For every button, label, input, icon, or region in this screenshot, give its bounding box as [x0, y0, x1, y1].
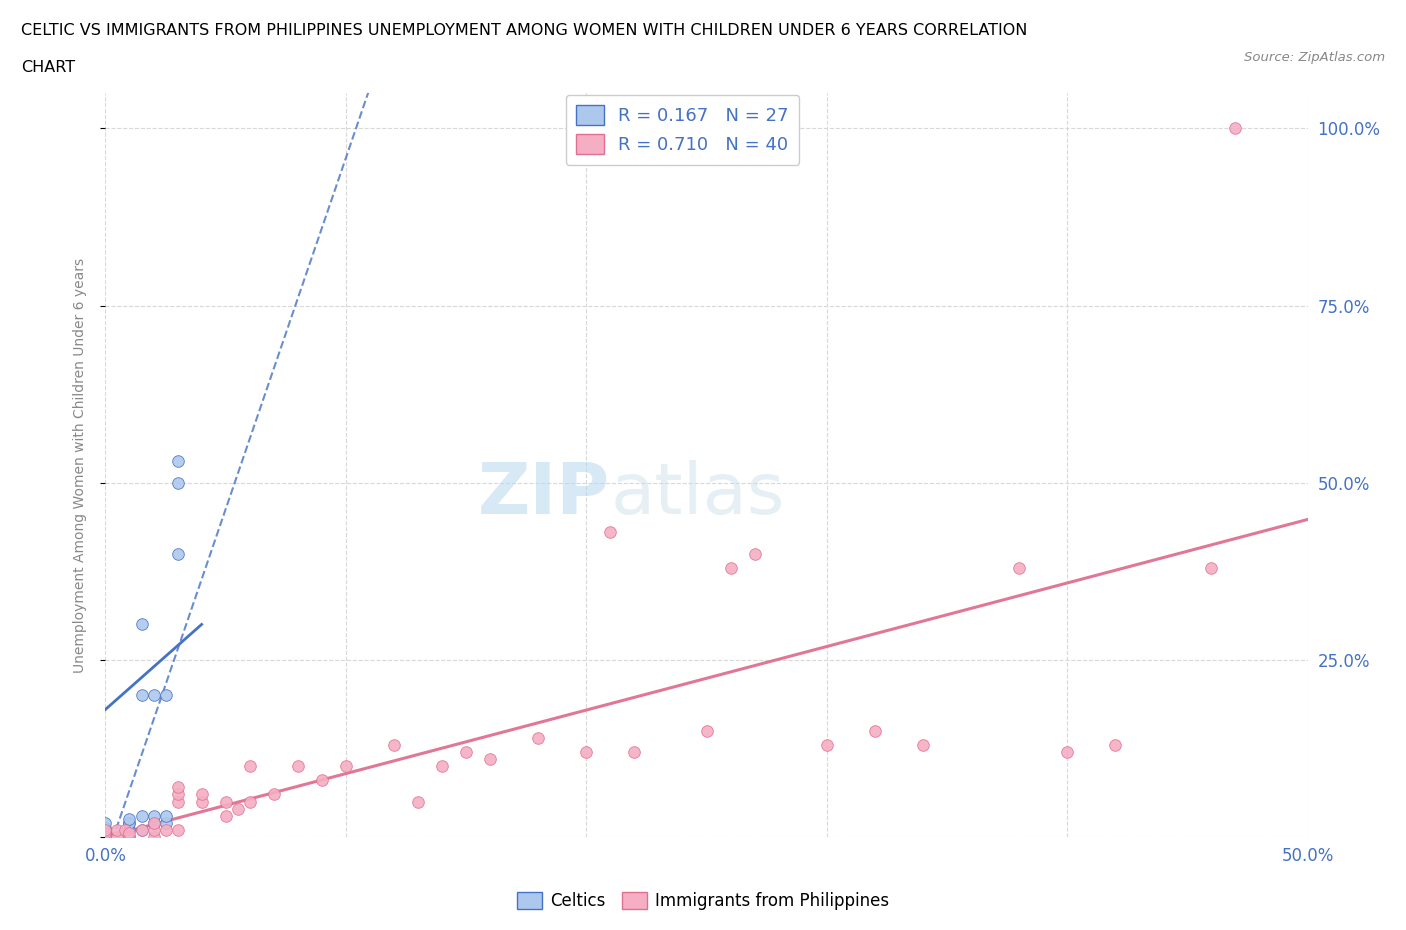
- Point: [911, 737, 934, 752]
- Point: [142, 822, 165, 837]
- Point: [94, 826, 117, 841]
- Point: [118, 830, 141, 844]
- Point: [166, 454, 188, 469]
- Point: [214, 808, 236, 823]
- Point: [107, 830, 129, 844]
- Text: CHART: CHART: [21, 60, 75, 75]
- Legend: Celtics, Immigrants from Philippines: Celtics, Immigrants from Philippines: [510, 885, 896, 917]
- Point: [131, 688, 153, 703]
- Point: [94, 816, 117, 830]
- Point: [1056, 745, 1078, 760]
- Text: ZIP: ZIP: [478, 460, 610, 529]
- Point: [155, 816, 177, 830]
- Point: [94, 824, 117, 839]
- Point: [1225, 121, 1247, 136]
- Point: [94, 830, 117, 844]
- Point: [479, 751, 502, 766]
- Point: [94, 830, 117, 844]
- Point: [142, 816, 165, 830]
- Point: [118, 816, 141, 830]
- Point: [287, 759, 309, 774]
- Text: Source: ZipAtlas.com: Source: ZipAtlas.com: [1244, 51, 1385, 64]
- Point: [214, 794, 236, 809]
- Point: [118, 822, 141, 837]
- Point: [1104, 737, 1126, 752]
- Point: [263, 787, 285, 802]
- Point: [94, 826, 117, 841]
- Point: [720, 560, 742, 575]
- Point: [94, 822, 117, 837]
- Point: [575, 745, 598, 760]
- Point: [406, 794, 429, 809]
- Point: [131, 808, 153, 823]
- Point: [430, 759, 453, 774]
- Point: [311, 773, 333, 788]
- Point: [155, 808, 177, 823]
- Point: [94, 830, 117, 844]
- Point: [118, 830, 141, 844]
- Point: [142, 816, 165, 830]
- Point: [142, 808, 165, 823]
- Point: [142, 688, 165, 703]
- Point: [131, 822, 153, 837]
- Point: [696, 724, 718, 738]
- Text: atlas: atlas: [610, 460, 785, 529]
- Point: [166, 780, 188, 795]
- Point: [131, 617, 153, 631]
- Point: [815, 737, 838, 752]
- Point: [1008, 560, 1031, 575]
- Point: [382, 737, 405, 752]
- Point: [744, 546, 766, 561]
- Point: [107, 822, 129, 837]
- Point: [142, 816, 165, 830]
- Point: [623, 745, 645, 760]
- Point: [94, 830, 117, 844]
- Point: [155, 688, 177, 703]
- Point: [190, 787, 212, 802]
- Text: CELTIC VS IMMIGRANTS FROM PHILIPPINES UNEMPLOYMENT AMONG WOMEN WITH CHILDREN UND: CELTIC VS IMMIGRANTS FROM PHILIPPINES UN…: [21, 23, 1028, 38]
- Point: [454, 745, 477, 760]
- Point: [94, 821, 117, 836]
- Point: [166, 546, 188, 561]
- Point: [527, 730, 550, 745]
- Point: [190, 794, 212, 809]
- Y-axis label: Unemployment Among Women with Children Under 6 years: Unemployment Among Women with Children U…: [73, 258, 87, 672]
- Point: [118, 826, 141, 841]
- Point: [155, 822, 177, 837]
- Point: [166, 787, 188, 802]
- Point: [94, 830, 117, 844]
- Point: [94, 822, 117, 837]
- Point: [94, 822, 117, 837]
- Point: [114, 822, 136, 837]
- Point: [166, 475, 188, 490]
- Legend: R = 0.167   N = 27, R = 0.710   N = 40: R = 0.167 N = 27, R = 0.710 N = 40: [565, 95, 800, 165]
- Point: [239, 794, 262, 809]
- Point: [142, 830, 165, 844]
- Point: [863, 724, 886, 738]
- Point: [1201, 560, 1223, 575]
- Point: [166, 822, 188, 837]
- Point: [335, 759, 357, 774]
- Point: [118, 816, 141, 830]
- Point: [131, 822, 153, 837]
- Point: [166, 794, 188, 809]
- Point: [118, 812, 141, 827]
- Point: [599, 525, 621, 539]
- Point: [226, 802, 249, 817]
- Point: [239, 759, 262, 774]
